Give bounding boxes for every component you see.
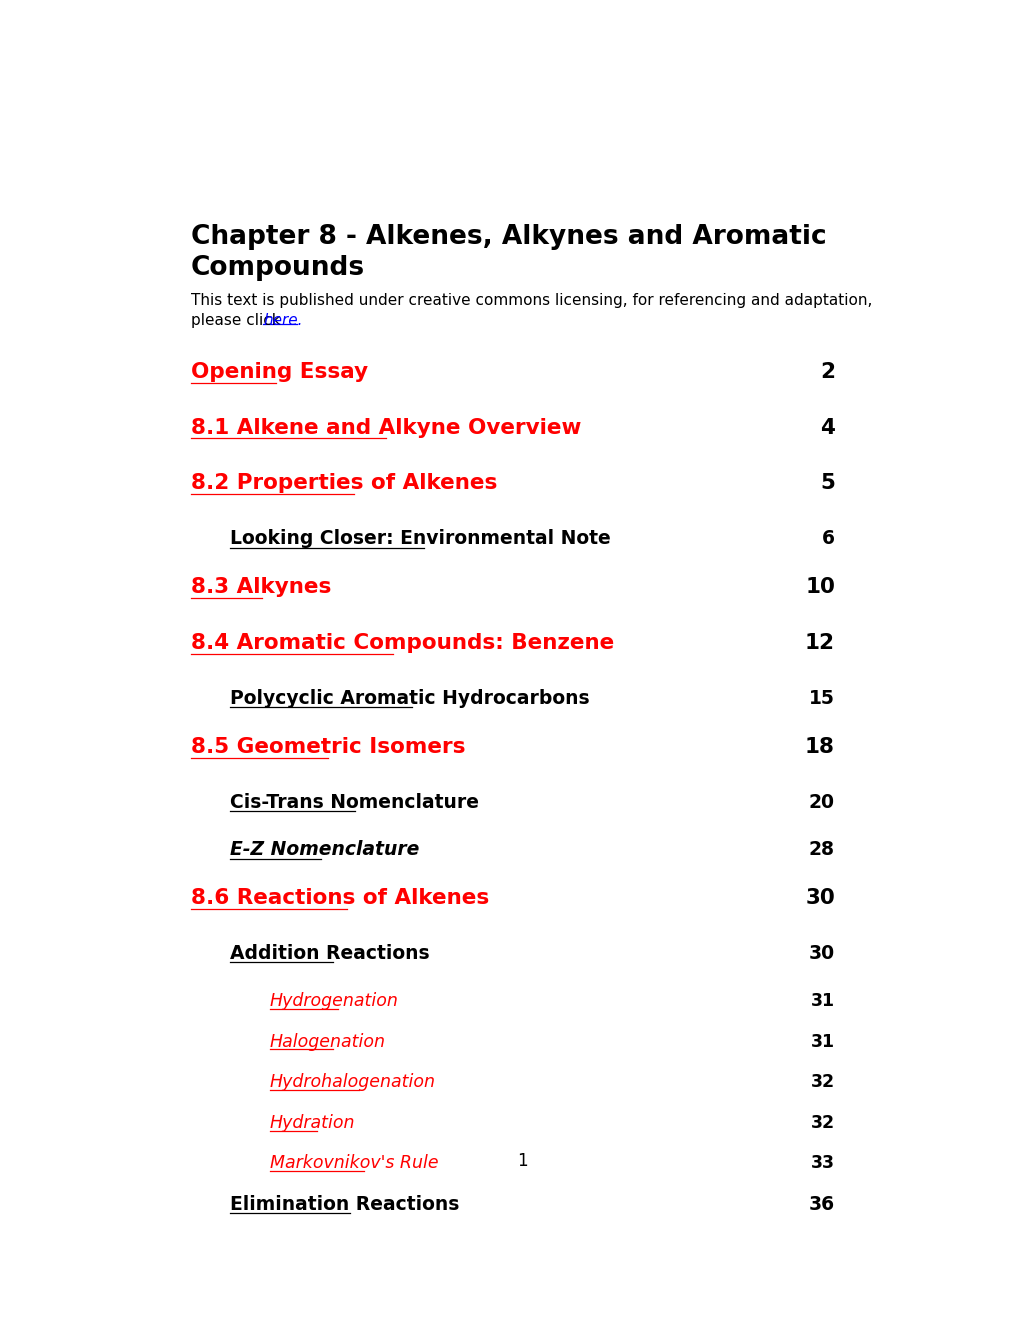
Text: 12: 12 bbox=[804, 634, 835, 653]
Text: Hydration: Hydration bbox=[269, 1114, 355, 1131]
Text: E-Z Nomenclature: E-Z Nomenclature bbox=[230, 841, 419, 859]
Text: 32: 32 bbox=[810, 1073, 835, 1092]
Text: Cis-Trans Nomenclature: Cis-Trans Nomenclature bbox=[230, 792, 479, 812]
Text: 18: 18 bbox=[804, 737, 835, 756]
Text: 8.4 Aromatic Compounds: Benzene: 8.4 Aromatic Compounds: Benzene bbox=[191, 634, 613, 653]
Text: This text is published under creative commons licensing, for referencing and ada: This text is published under creative co… bbox=[191, 293, 871, 308]
Text: 8.2 Properties of Alkenes: 8.2 Properties of Alkenes bbox=[191, 474, 496, 494]
Text: Markovnikov's Rule: Markovnikov's Rule bbox=[269, 1155, 438, 1172]
Text: Halogenation: Halogenation bbox=[269, 1032, 385, 1051]
Text: Addition Reactions: Addition Reactions bbox=[230, 944, 429, 964]
Text: Polycyclic Aromatic Hydrocarbons: Polycyclic Aromatic Hydrocarbons bbox=[230, 689, 589, 708]
Text: 8.3 Alkynes: 8.3 Alkynes bbox=[191, 577, 331, 597]
Text: Opening Essay: Opening Essay bbox=[191, 362, 368, 381]
Text: 36: 36 bbox=[808, 1195, 835, 1214]
Text: 33: 33 bbox=[810, 1155, 835, 1172]
Text: 15: 15 bbox=[808, 689, 835, 708]
Text: Chapter 8 - Alkenes, Alkynes and Aromatic: Chapter 8 - Alkenes, Alkynes and Aromati… bbox=[191, 224, 825, 251]
Text: 10: 10 bbox=[804, 577, 835, 597]
Text: Looking Closer: Environmental Note: Looking Closer: Environmental Note bbox=[230, 529, 610, 548]
Text: 8.1 Alkene and Alkyne Overview: 8.1 Alkene and Alkyne Overview bbox=[191, 417, 581, 438]
Text: 31: 31 bbox=[810, 1032, 835, 1051]
Text: Compounds: Compounds bbox=[191, 255, 365, 281]
Text: Elimination Reactions: Elimination Reactions bbox=[230, 1195, 460, 1214]
Text: 6: 6 bbox=[821, 529, 835, 548]
Text: here.: here. bbox=[263, 313, 303, 327]
Text: 1: 1 bbox=[517, 1152, 528, 1171]
Text: 30: 30 bbox=[804, 888, 835, 908]
Text: 8.6 Reactions of Alkenes: 8.6 Reactions of Alkenes bbox=[191, 888, 488, 908]
Text: 4: 4 bbox=[819, 417, 835, 438]
Text: 2: 2 bbox=[819, 362, 835, 381]
Text: 31: 31 bbox=[810, 991, 835, 1010]
Text: please click: please click bbox=[191, 313, 285, 327]
Text: 20: 20 bbox=[808, 792, 835, 812]
Text: 8.5 Geometric Isomers: 8.5 Geometric Isomers bbox=[191, 737, 465, 756]
Text: Hydrogenation: Hydrogenation bbox=[269, 991, 398, 1010]
Text: 30: 30 bbox=[808, 944, 835, 964]
Text: 32: 32 bbox=[810, 1114, 835, 1131]
Text: Hydrohalogenation: Hydrohalogenation bbox=[269, 1073, 435, 1092]
Text: 28: 28 bbox=[808, 841, 835, 859]
Text: 5: 5 bbox=[819, 474, 835, 494]
